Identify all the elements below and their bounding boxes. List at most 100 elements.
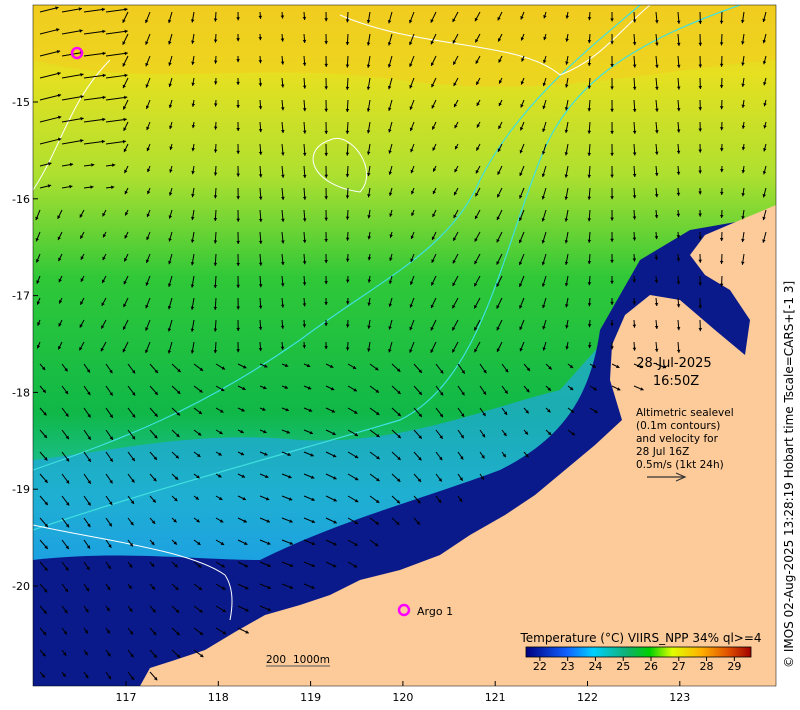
velocity-arrow [83, 429, 92, 441]
velocity-arrow [39, 49, 61, 57]
velocity-arrow [610, 297, 614, 305]
velocity-arrow [496, 341, 503, 353]
velocity-arrow [610, 99, 614, 112]
velocity-arrow [564, 99, 569, 111]
velocity-arrow [435, 429, 444, 440]
velocity-arrow [149, 649, 158, 659]
velocity-arrow [632, 121, 637, 134]
velocity-arrow [236, 77, 240, 85]
velocity-arrow [519, 319, 525, 331]
velocity-arrow [325, 473, 337, 480]
velocity-arrow [127, 385, 136, 396]
velocity-arrow [430, 11, 437, 23]
velocity-arrow [169, 143, 173, 151]
velocity-arrow [475, 187, 481, 197]
velocity-arrow [149, 451, 158, 461]
velocity-arrow [565, 341, 569, 350]
velocity-arrow [409, 297, 415, 308]
velocity-arrow [236, 11, 240, 21]
velocity-arrow [741, 165, 746, 174]
velocity-arrow [655, 99, 659, 112]
velocity-arrow [258, 11, 263, 19]
velocity-arrow [122, 77, 129, 89]
velocity-arrow [39, 561, 48, 572]
velocity-arrow [83, 451, 92, 463]
velocity-arrow [80, 253, 85, 260]
velocity-arrow [324, 77, 329, 90]
velocity-arrow [215, 517, 224, 523]
velocity-arrow [741, 77, 745, 87]
velocity-arrow [698, 275, 703, 286]
velocity-arrow [168, 253, 173, 265]
velocity-arrow [193, 451, 201, 458]
velocity-arrow [435, 451, 443, 461]
velocity-arrow [741, 231, 745, 243]
velocity-arrow [719, 99, 724, 110]
velocity-arrow [632, 275, 637, 283]
velocity-arrow [451, 341, 459, 353]
velocity-arrow [193, 561, 202, 568]
velocity-arrow [430, 297, 437, 309]
lat-tick-label: -15 [12, 96, 30, 109]
velocity-arrow [39, 6, 59, 13]
velocity-arrow [474, 209, 481, 220]
velocity-arrow [741, 187, 745, 197]
velocity-arrow [366, 11, 371, 24]
velocity-arrows [35, 6, 767, 681]
velocity-arrow [564, 187, 569, 200]
argo-float-marker[interactable] [397, 603, 411, 617]
velocity-arrow [457, 495, 463, 503]
velocity-arrow [39, 583, 48, 593]
velocity-arrow [345, 165, 350, 178]
velocity-arrow [762, 231, 767, 243]
velocity-arrow [587, 33, 592, 44]
velocity-arrow [388, 165, 393, 175]
velocity-arrow [39, 93, 62, 101]
velocity-arrow [237, 517, 248, 523]
velocity-arrow [676, 341, 681, 353]
velocity-arrow [213, 99, 218, 107]
velocity-arrow [145, 99, 151, 110]
velocity-arrow [57, 341, 63, 350]
velocity-arrow [83, 517, 91, 528]
velocity-arrow [191, 165, 195, 175]
velocity-arrow [127, 539, 134, 547]
velocity-arrow [105, 163, 116, 167]
velocity-arrow [698, 319, 703, 332]
velocity-arrow [432, 187, 437, 195]
velocity-arrow [345, 253, 350, 262]
velocity-arrow [632, 209, 637, 220]
scale-bar-left: 200 [266, 654, 286, 666]
argo-float-marker[interactable] [70, 46, 84, 60]
velocity-arrow [171, 583, 179, 591]
velocity-arrow [83, 51, 106, 57]
velocity-arrow [122, 99, 129, 110]
velocity-arrow [149, 407, 159, 418]
velocity-arrow [303, 363, 311, 368]
velocity-arrow [567, 429, 576, 436]
velocity-arrow [302, 209, 307, 222]
velocity-arrow [61, 605, 68, 614]
velocity-arrow [61, 671, 67, 678]
velocity-arrow [79, 209, 85, 218]
velocity-arrow [409, 11, 415, 24]
velocity-arrow [519, 121, 525, 131]
velocity-arrow [654, 319, 659, 330]
velocity-arrow [741, 209, 745, 220]
velocity-arrow [171, 407, 181, 416]
lat-tick-label: -19 [12, 483, 30, 496]
velocity-arrow [61, 73, 84, 79]
velocity-arrow [101, 275, 107, 284]
velocity-arrow [541, 253, 547, 266]
velocity-arrow [127, 407, 136, 418]
velocity-arrow [303, 407, 313, 412]
colorbar-tick-label: 24 [588, 660, 602, 673]
velocity-arrow [302, 99, 307, 112]
velocity-arrow [431, 253, 437, 264]
velocity-arrow [632, 165, 637, 178]
velocity-arrow [452, 55, 459, 66]
velocity-arrow [587, 231, 592, 243]
velocity-arrow [83, 627, 89, 634]
velocity-arrow [171, 517, 177, 523]
velocity-arrow [149, 561, 155, 568]
